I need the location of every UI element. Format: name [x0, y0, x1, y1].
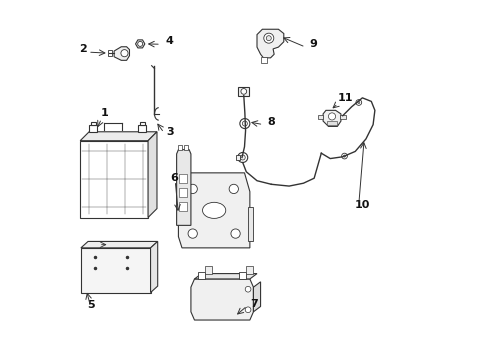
- Circle shape: [237, 153, 247, 162]
- Bar: [80, 141, 148, 217]
- Polygon shape: [190, 279, 253, 320]
- Polygon shape: [247, 207, 253, 241]
- Bar: [317, 115, 323, 119]
- Polygon shape: [150, 242, 157, 293]
- Bar: [236, 156, 240, 159]
- Text: 8: 8: [267, 117, 275, 127]
- Polygon shape: [194, 274, 257, 279]
- Bar: [239, 272, 246, 279]
- Text: 4: 4: [165, 36, 173, 46]
- Polygon shape: [81, 242, 157, 248]
- Circle shape: [266, 36, 271, 41]
- Bar: [89, 125, 97, 132]
- Circle shape: [244, 307, 250, 312]
- Bar: [198, 272, 205, 279]
- Bar: [179, 174, 186, 183]
- Circle shape: [263, 33, 273, 43]
- Text: 2: 2: [80, 44, 87, 54]
- Circle shape: [244, 286, 250, 292]
- Bar: [90, 122, 95, 125]
- Text: 6: 6: [170, 173, 178, 183]
- Polygon shape: [114, 47, 129, 60]
- Bar: [178, 145, 182, 150]
- Ellipse shape: [202, 202, 225, 219]
- Bar: [246, 266, 253, 274]
- Bar: [238, 87, 248, 96]
- Circle shape: [229, 184, 238, 194]
- Polygon shape: [135, 40, 144, 48]
- Circle shape: [240, 118, 249, 129]
- Text: 5: 5: [87, 300, 95, 310]
- Text: 3: 3: [165, 127, 173, 138]
- Circle shape: [138, 41, 142, 46]
- Polygon shape: [253, 282, 260, 312]
- Bar: [179, 202, 186, 211]
- Text: 7: 7: [250, 299, 258, 309]
- Bar: [179, 188, 186, 197]
- Circle shape: [328, 113, 335, 120]
- Polygon shape: [148, 132, 157, 217]
- Bar: [138, 125, 146, 132]
- Polygon shape: [323, 111, 340, 126]
- Circle shape: [355, 100, 361, 105]
- Text: 1: 1: [101, 108, 108, 118]
- Circle shape: [341, 153, 346, 159]
- Bar: [326, 121, 337, 125]
- Text: 9: 9: [309, 39, 317, 49]
- Polygon shape: [257, 29, 283, 58]
- Bar: [260, 57, 266, 63]
- Bar: [81, 248, 150, 293]
- Circle shape: [121, 50, 128, 57]
- Polygon shape: [80, 132, 157, 141]
- Circle shape: [188, 229, 197, 238]
- Circle shape: [357, 102, 359, 104]
- Polygon shape: [178, 173, 249, 248]
- Bar: [108, 50, 111, 57]
- Bar: [140, 122, 144, 125]
- Circle shape: [343, 155, 345, 157]
- Bar: [184, 145, 188, 150]
- Bar: [205, 266, 212, 274]
- Circle shape: [188, 184, 197, 194]
- Bar: [340, 115, 345, 119]
- Circle shape: [241, 89, 246, 94]
- Circle shape: [230, 229, 240, 238]
- Polygon shape: [176, 150, 190, 225]
- Circle shape: [242, 121, 247, 126]
- Text: 11: 11: [337, 93, 352, 103]
- Circle shape: [240, 155, 244, 160]
- Text: 10: 10: [354, 200, 369, 210]
